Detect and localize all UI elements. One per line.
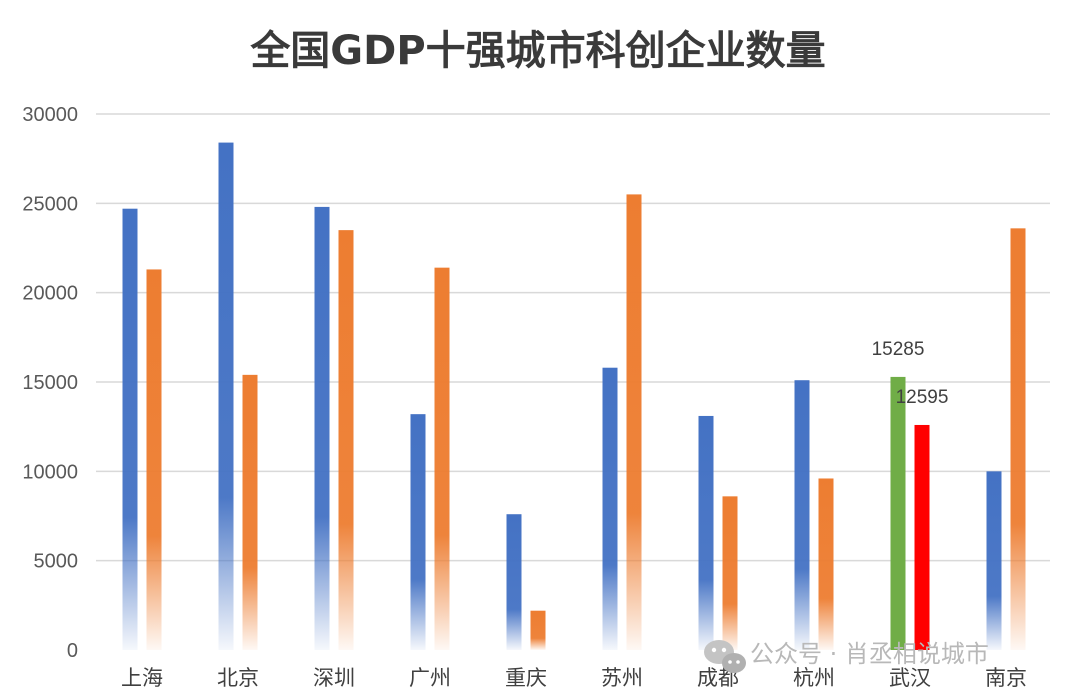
bar [890,376,906,650]
bar [794,380,810,650]
y-tick-label: 10000 [22,461,78,483]
bar [914,424,930,650]
bar [218,142,234,650]
x-axis-labels: 上海 北京 深圳 广州 重庆 苏州 成都 杭州 武汉 南京 [121,666,1027,690]
bar [530,610,546,650]
bar [314,206,330,650]
data-labels: 15285 12595 [872,339,949,408]
y-tick-label: 30000 [22,104,78,126]
chart-title: 全国GDP十强城市科创企业数量 [249,28,825,74]
watermark-text: 公众号 · 肖丞相说城市 [750,640,989,668]
y-tick-label: 15000 [22,372,78,394]
y-axis-ticks: 0 5000 10000 15000 20000 25000 30000 [22,104,78,662]
bar [242,374,258,650]
bar [338,230,354,650]
bar [506,514,522,650]
grid [96,113,1050,562]
x-tick-label: 北京 [217,666,259,690]
data-label: 15285 [872,339,925,360]
x-tick-label: 武汉 [889,666,931,690]
bar [818,478,834,650]
bar [986,471,1002,650]
y-tick-label: 0 [67,640,78,662]
x-tick-label: 苏州 [601,666,643,690]
x-tick-label: 广州 [409,666,451,690]
watermark: 公众号 · 肖丞相说城市 [704,640,989,673]
bars [122,142,1026,650]
bar [626,194,642,650]
x-tick-label: 深圳 [313,666,355,690]
bar [698,415,714,650]
bar [122,208,138,650]
x-tick-label: 上海 [121,666,163,690]
bar [146,269,162,650]
wechat-icon [704,640,746,673]
bar [410,414,426,650]
y-tick-label: 20000 [22,283,78,305]
x-tick-label: 南京 [985,666,1027,690]
y-tick-label: 25000 [22,193,78,215]
bar [722,496,738,650]
bar [434,267,450,650]
y-tick-label: 5000 [34,551,79,573]
x-tick-label: 重庆 [505,666,547,690]
bar [1010,228,1026,650]
bar [602,367,618,650]
data-label: 12595 [896,387,949,408]
x-tick-label: 杭州 [793,666,835,690]
